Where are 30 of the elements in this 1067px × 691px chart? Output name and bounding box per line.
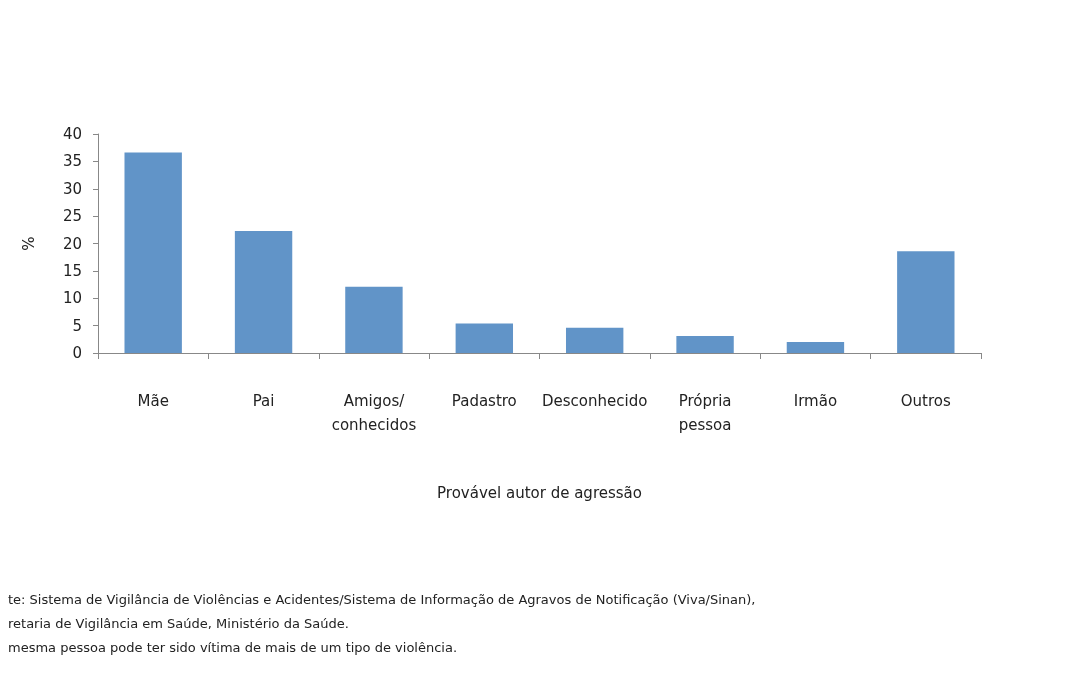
bar bbox=[124, 152, 182, 353]
y-tick-label: 0 bbox=[72, 344, 82, 362]
y-tick-label: 30 bbox=[62, 179, 82, 198]
text: te: Sistema de Vigilância de Violências e Acidentes/Sistema de Informação de Agravos de Notificação (Viva/Sinan), bbox=[8, 592, 756, 607]
text: mesma pessoa pode ter sido vítima de mais de um tipo de violência. bbox=[8, 640, 458, 655]
bar bbox=[676, 336, 734, 353]
bar bbox=[234, 230, 293, 353]
x-tick-label: Própria pessoa bbox=[678, 392, 732, 434]
bar bbox=[455, 323, 514, 353]
bar bbox=[345, 286, 403, 353]
bar bbox=[565, 327, 624, 353]
y-tick-label: 20 bbox=[62, 234, 82, 253]
y-tick-label: 25 bbox=[62, 207, 82, 226]
y-tick-label: 5 bbox=[72, 316, 82, 335]
x-tick-label: Amigos/ conhecidos bbox=[331, 392, 417, 434]
y-tick-label: 40 bbox=[62, 125, 82, 143]
y-tick-label: 10 bbox=[62, 289, 82, 308]
x-tick-label: Mãe bbox=[137, 392, 169, 410]
x-tick-label: Desconhecido bbox=[542, 392, 648, 410]
y-axis-title: % bbox=[19, 236, 38, 251]
bar bbox=[786, 342, 845, 353]
x-tick-label: Padastro bbox=[451, 392, 517, 410]
y-tick-label: 15 bbox=[62, 261, 82, 280]
x-axis-title: Provável autor de agressão bbox=[437, 483, 642, 502]
x-tick-label: Pai bbox=[252, 392, 275, 410]
x-tick-label: Irmão bbox=[793, 392, 838, 410]
x-tick-label: Outros bbox=[900, 392, 952, 410]
y-tick-label: 35 bbox=[62, 152, 82, 171]
text: retaria de Vigilância em Saúde, Ministério da Saúde. bbox=[8, 616, 349, 631]
bar bbox=[897, 251, 955, 353]
